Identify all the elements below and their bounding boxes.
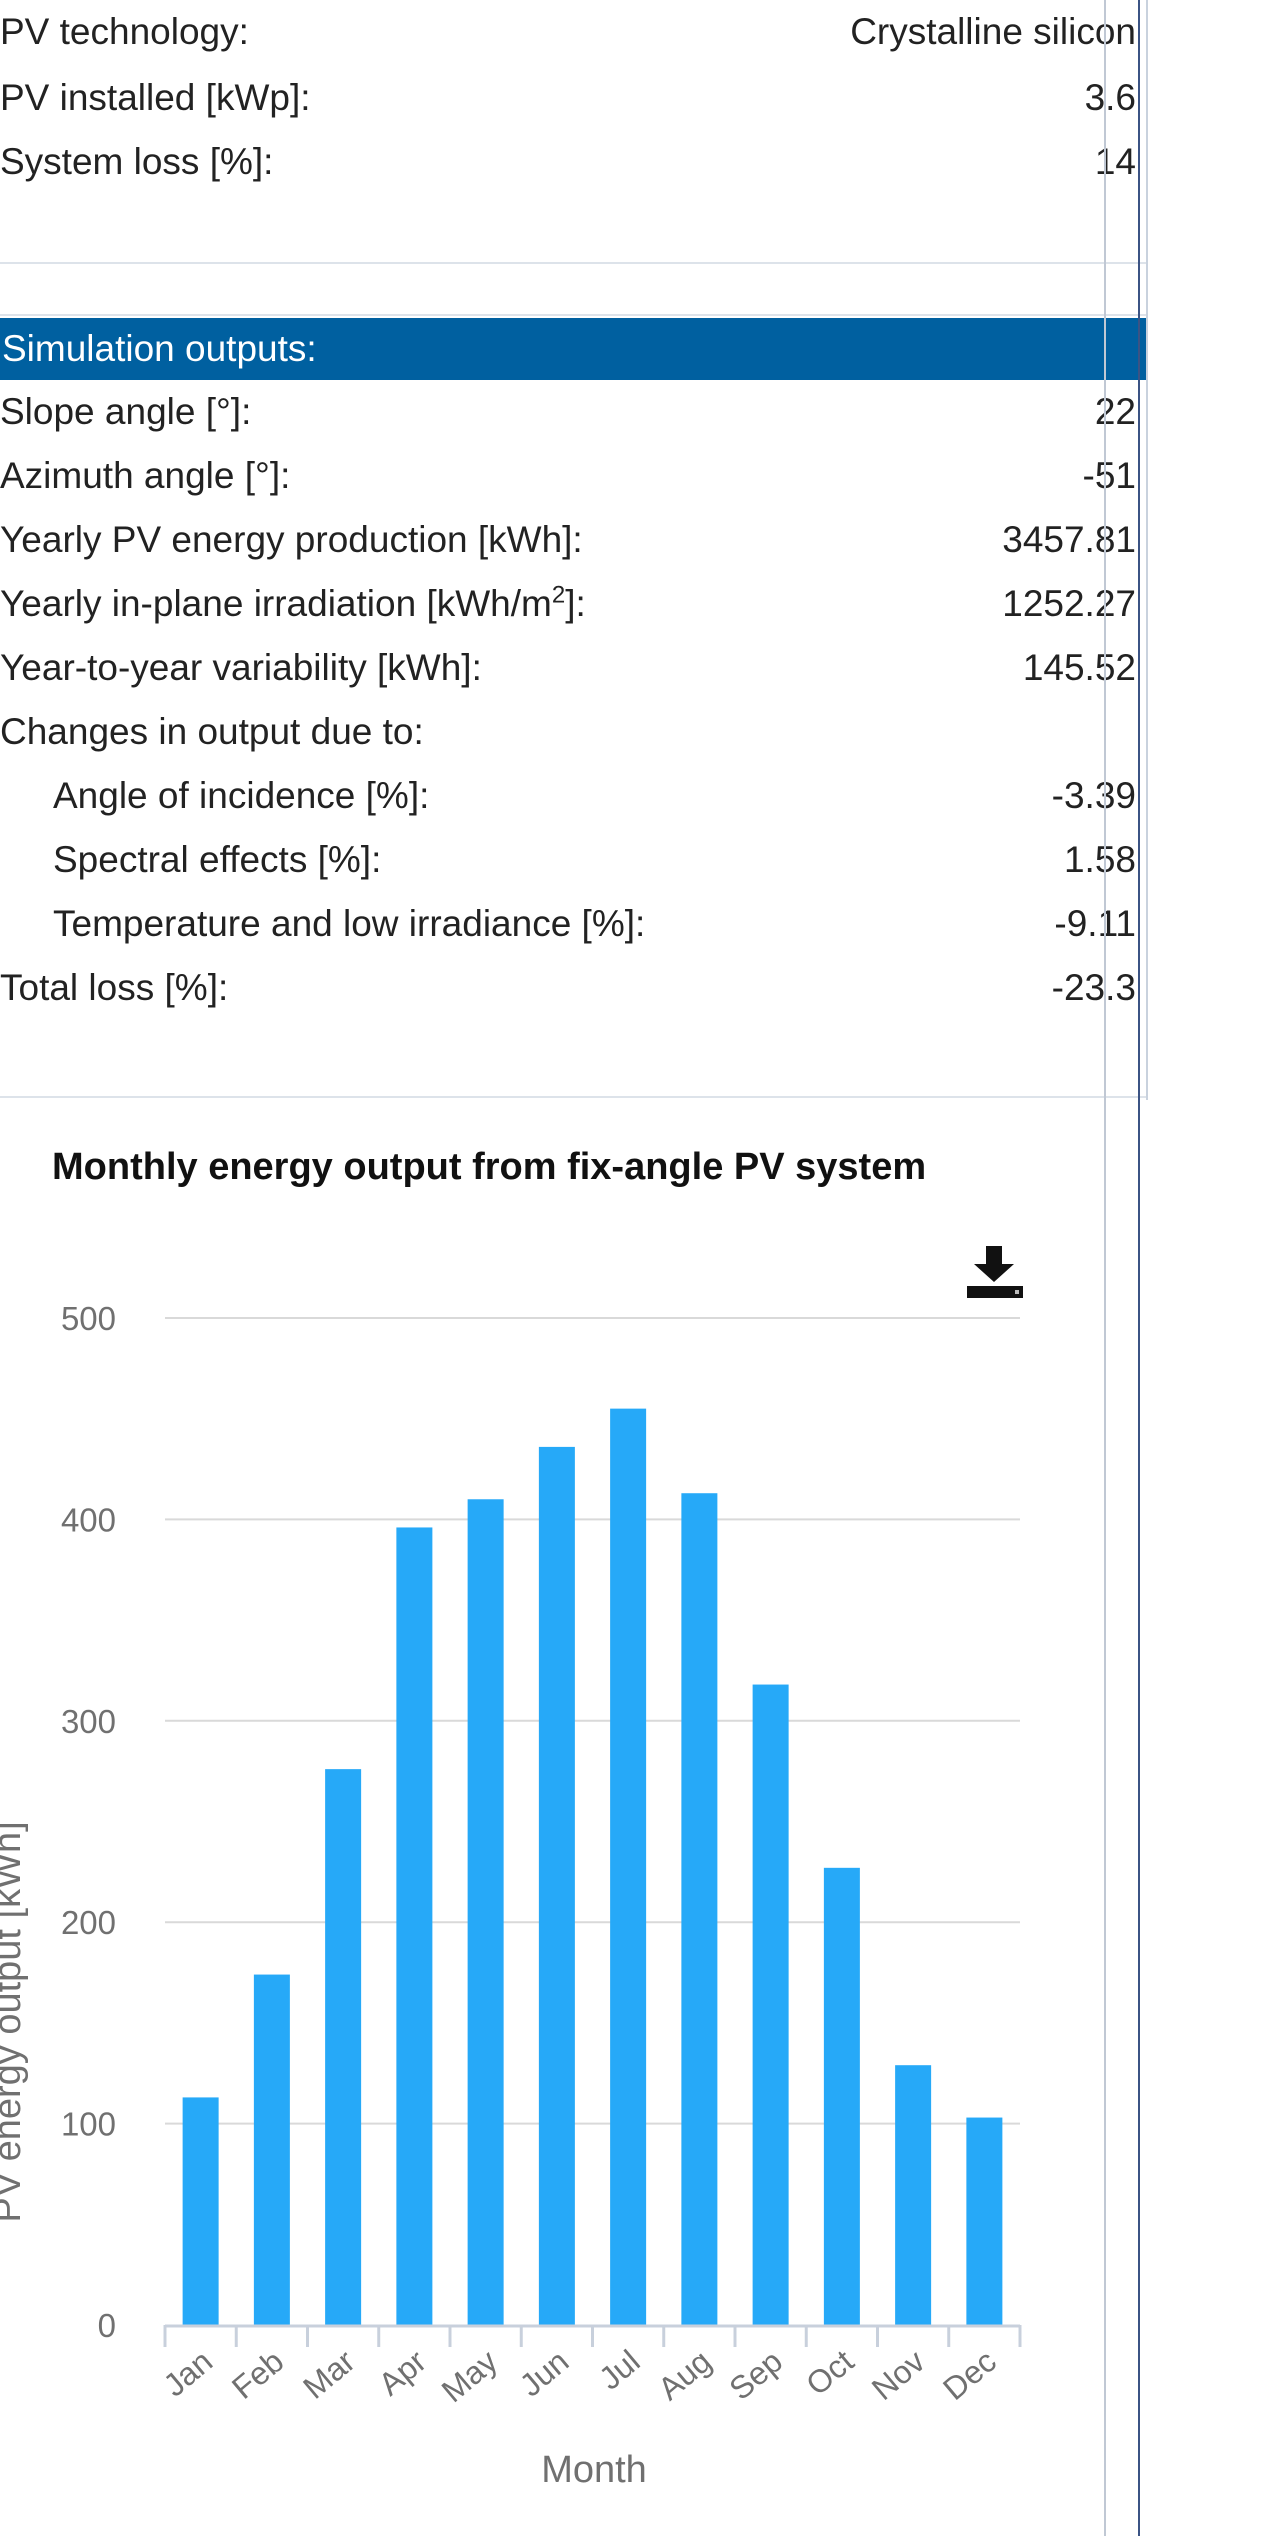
frame-line bbox=[1146, 0, 1148, 1100]
input-label: System loss [%]: bbox=[0, 141, 274, 182]
output-row-yearly-pv-energy: Yearly PV energy production [kWh]: 3457.… bbox=[0, 508, 1136, 572]
frame-line bbox=[1104, 0, 1106, 2536]
x-tick-label: Jun bbox=[513, 2343, 576, 2404]
bar-nov[interactable] bbox=[895, 2065, 932, 2325]
output-row-azimuth-angle: Azimuth angle [°]: -51 bbox=[0, 444, 1136, 508]
simulation-outputs-title: Simulation outputs: bbox=[2, 328, 317, 369]
y-tick-label: 0 bbox=[98, 2307, 116, 2344]
bar-oct[interactable] bbox=[823, 1867, 860, 2325]
output-value: 1252.27 bbox=[1002, 583, 1136, 624]
bar-jun[interactable] bbox=[538, 1446, 575, 2325]
x-tick-label: Oct bbox=[799, 2343, 860, 2403]
input-label: PV technology: bbox=[0, 11, 249, 52]
x-tick-label: Aug bbox=[651, 2343, 718, 2407]
download-icon[interactable] bbox=[966, 1244, 1024, 1302]
y-tick-label: 500 bbox=[61, 1300, 116, 1337]
output-row-spectral-effects: Spectral effects [%]: 1.58 bbox=[0, 828, 1136, 892]
chart-title: Monthly energy output from fix-angle PV … bbox=[52, 1146, 927, 1188]
x-tick-label: Jan bbox=[156, 2343, 219, 2404]
x-tick-label: Mar bbox=[296, 2343, 362, 2406]
chart-x-axis bbox=[163, 2324, 1022, 2347]
output-label: Total loss [%]: bbox=[0, 967, 229, 1008]
x-tick-label: Feb bbox=[225, 2343, 290, 2406]
section-divider bbox=[0, 262, 1148, 264]
y-tick-label: 300 bbox=[61, 1703, 116, 1740]
y-tick-label: 200 bbox=[61, 1904, 116, 1941]
chart-y-axis-label: PV energy output [kWh] bbox=[0, 1821, 29, 2222]
bar-chart: 0 100 200 300 400 500 Jan Feb Mar Apr May Jun Jul Au… bbox=[0, 1300, 1022, 2491]
output-label: Year-to-year variability [kWh]: bbox=[0, 647, 482, 688]
output-value: -51 bbox=[1082, 455, 1136, 496]
chart-x-axis-label: Month bbox=[541, 2449, 647, 2491]
x-tick-label: Dec bbox=[936, 2343, 1003, 2407]
output-label: Slope angle [°]: bbox=[0, 391, 252, 432]
bar-feb[interactable] bbox=[253, 1974, 290, 2325]
output-label-superscript: 2 bbox=[551, 581, 566, 609]
output-label: Yearly PV energy production [kWh]: bbox=[0, 519, 583, 560]
output-value: -3.39 bbox=[1051, 775, 1136, 816]
chart-y-ticks: 0 100 200 300 400 500 bbox=[61, 1300, 116, 2344]
output-label: Yearly in-plane irradiation [kWh/m2]: bbox=[0, 572, 586, 636]
chart-x-ticks: Jan Feb Mar Apr May Jun Jul Aug Sep Oct Nov Dec bbox=[156, 2343, 1002, 2410]
x-tick-label: May bbox=[435, 2343, 504, 2409]
bar-mar[interactable] bbox=[325, 1769, 362, 2325]
output-label-text-end: ]: bbox=[565, 583, 586, 624]
output-row-temperature: Temperature and low irradiance [%]: -9.1… bbox=[0, 892, 1136, 956]
x-tick-label: Jul bbox=[592, 2343, 646, 2397]
bar-apr[interactable] bbox=[396, 1527, 433, 2325]
frame-line bbox=[1138, 0, 1140, 2536]
output-row-slope-angle: Slope angle [°]: 22 bbox=[0, 380, 1136, 444]
output-value: -23.3 bbox=[1051, 967, 1136, 1008]
output-row-total-loss: Total loss [%]: -23.3 bbox=[0, 956, 1136, 1020]
output-row-yearly-irradiation: Yearly in-plane irradiation [kWh/m2]: 12… bbox=[0, 572, 1136, 636]
x-tick-label: Apr bbox=[372, 2343, 434, 2403]
output-label-text: Yearly in-plane irradiation [kWh/m bbox=[0, 583, 552, 624]
input-row-pv-technology: PV technology: Crystalline silicon bbox=[0, 0, 1136, 64]
chart-gridlines bbox=[165, 1317, 1020, 2125]
bar-jul[interactable] bbox=[610, 1408, 647, 2325]
output-label: Spectral effects [%]: bbox=[53, 839, 382, 880]
input-row-pv-installed: PV installed [kWp]: 3.6 bbox=[0, 66, 1136, 130]
y-tick-label: 100 bbox=[61, 2106, 116, 2143]
input-label: PV installed [kWp]: bbox=[0, 77, 311, 118]
bar-sep[interactable] bbox=[752, 1684, 789, 2325]
bar-aug[interactable] bbox=[681, 1493, 718, 2325]
section-divider bbox=[0, 314, 1148, 316]
x-tick-label: Nov bbox=[865, 2343, 932, 2407]
simulation-outputs-header: Simulation outputs: bbox=[0, 318, 1148, 380]
input-value: 3.6 bbox=[1084, 77, 1136, 118]
output-label: Azimuth angle [°]: bbox=[0, 455, 291, 496]
output-label: Angle of incidence [%]: bbox=[53, 775, 430, 816]
output-label: Temperature and low irradiance [%]: bbox=[53, 903, 646, 944]
bar-dec[interactable] bbox=[966, 2117, 1003, 2325]
section-divider bbox=[0, 1096, 1148, 1098]
output-value: 1.58 bbox=[1063, 839, 1136, 880]
input-value: Crystalline silicon bbox=[850, 11, 1136, 52]
output-value: -9.11 bbox=[1054, 903, 1136, 944]
chart-bars bbox=[182, 1408, 1003, 2325]
output-row-variability: Year-to-year variability [kWh]: 145.52 bbox=[0, 636, 1136, 700]
output-row-angle-of-incidence: Angle of incidence [%]: -3.39 bbox=[0, 764, 1136, 828]
output-value: 145.52 bbox=[1022, 647, 1136, 688]
output-value: 3457.81 bbox=[1002, 519, 1136, 560]
bar-jan[interactable] bbox=[182, 2097, 219, 2325]
output-label: Changes in output due to: bbox=[0, 711, 424, 752]
y-tick-label: 400 bbox=[61, 1501, 116, 1538]
output-value: 22 bbox=[1094, 391, 1136, 432]
x-tick-label: Sep bbox=[722, 2343, 789, 2407]
input-row-system-loss: System loss [%]: 14 bbox=[0, 130, 1136, 194]
input-value: 14 bbox=[1094, 141, 1136, 182]
bar-may[interactable] bbox=[467, 1499, 504, 2325]
output-row-changes-heading: Changes in output due to: bbox=[0, 700, 1136, 764]
